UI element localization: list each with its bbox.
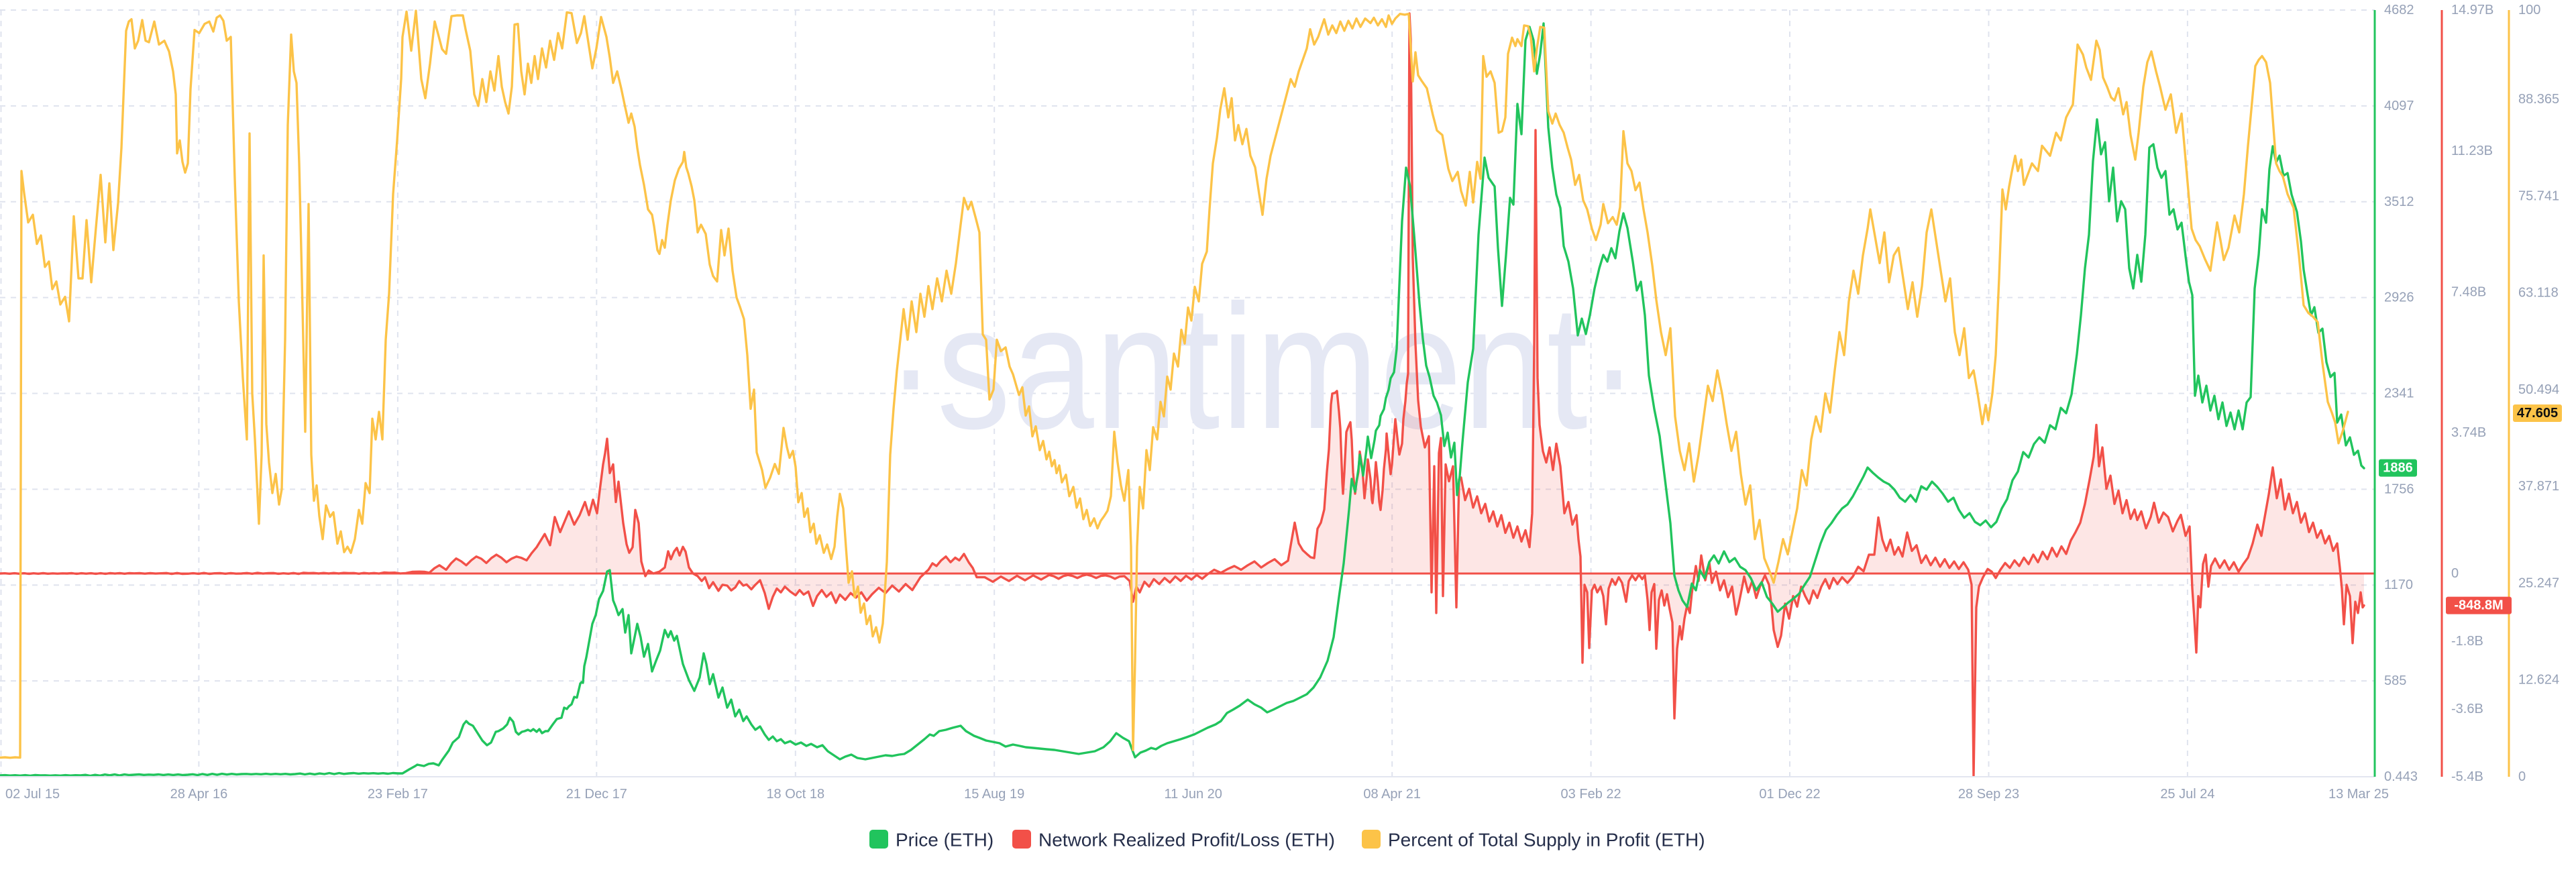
svg-text:03 Feb 22: 03 Feb 22 [1561, 787, 1621, 802]
svg-text:-1.8B: -1.8B [2451, 634, 2483, 649]
svg-text:47.605: 47.605 [2517, 406, 2558, 421]
svg-text:-3.6B: -3.6B [2451, 702, 2483, 716]
svg-text:2341: 2341 [2384, 386, 2414, 401]
svg-text:11 Jun 20: 11 Jun 20 [1165, 787, 1222, 802]
svg-text:23 Feb 17: 23 Feb 17 [368, 787, 428, 802]
svg-text:28 Apr 16: 28 Apr 16 [170, 787, 228, 802]
svg-text:28 Sep 23: 28 Sep 23 [1958, 787, 2019, 802]
svg-text:3512: 3512 [2384, 195, 2414, 209]
svg-text:585: 585 [2384, 673, 2406, 688]
svg-text:50.494: 50.494 [2518, 382, 2559, 397]
svg-text:15 Aug 19: 15 Aug 19 [964, 787, 1024, 802]
svg-text:Price (ETH): Price (ETH) [896, 830, 994, 851]
svg-text:01 Dec 22: 01 Dec 22 [1759, 787, 1820, 802]
svg-text:4682: 4682 [2384, 3, 2414, 17]
svg-text:21 Dec 17: 21 Dec 17 [566, 787, 627, 802]
svg-text:Network Realized Profit/Loss (: Network Realized Profit/Loss (ETH) [1038, 830, 1335, 851]
svg-text:11.23B: 11.23B [2451, 144, 2493, 158]
svg-text:02 Jul 15: 02 Jul 15 [5, 787, 60, 802]
svg-text:1756: 1756 [2384, 482, 2414, 496]
svg-text:4097: 4097 [2384, 99, 2414, 113]
svg-text:63.118: 63.118 [2518, 286, 2559, 301]
svg-text:25 Jul 24: 25 Jul 24 [2160, 787, 2214, 802]
svg-text:100: 100 [2518, 3, 2540, 17]
svg-text:18 Oct 18: 18 Oct 18 [766, 787, 824, 802]
svg-text:12.624: 12.624 [2518, 673, 2559, 688]
svg-text:13 Mar 25: 13 Mar 25 [2328, 787, 2389, 802]
svg-text:25.247: 25.247 [2518, 576, 2559, 590]
svg-text:Percent of Total Supply in Pro: Percent of Total Supply in Profit (ETH) [1388, 830, 1705, 851]
svg-text:75.741: 75.741 [2518, 188, 2559, 203]
svg-text:0.443: 0.443 [2384, 769, 2418, 784]
svg-text:0: 0 [2451, 566, 2459, 581]
svg-text:-5.4B: -5.4B [2451, 769, 2483, 784]
svg-text:1886: 1886 [2383, 461, 2413, 476]
svg-text:7.48B: 7.48B [2451, 284, 2486, 299]
svg-text:14.97B: 14.97B [2451, 3, 2493, 17]
svg-text:2926: 2926 [2384, 290, 2414, 305]
svg-text:-848.8M: -848.8M [2454, 598, 2503, 613]
svg-text:0: 0 [2518, 769, 2526, 784]
svg-text:37.871: 37.871 [2518, 479, 2559, 494]
svg-text:·santiment·: ·santiment· [886, 268, 1640, 466]
svg-text:3.74B: 3.74B [2451, 425, 2486, 440]
svg-text:1170: 1170 [2384, 578, 2413, 592]
svg-text:88.365: 88.365 [2518, 92, 2559, 107]
svg-text:08 Apr 21: 08 Apr 21 [1363, 787, 1421, 802]
